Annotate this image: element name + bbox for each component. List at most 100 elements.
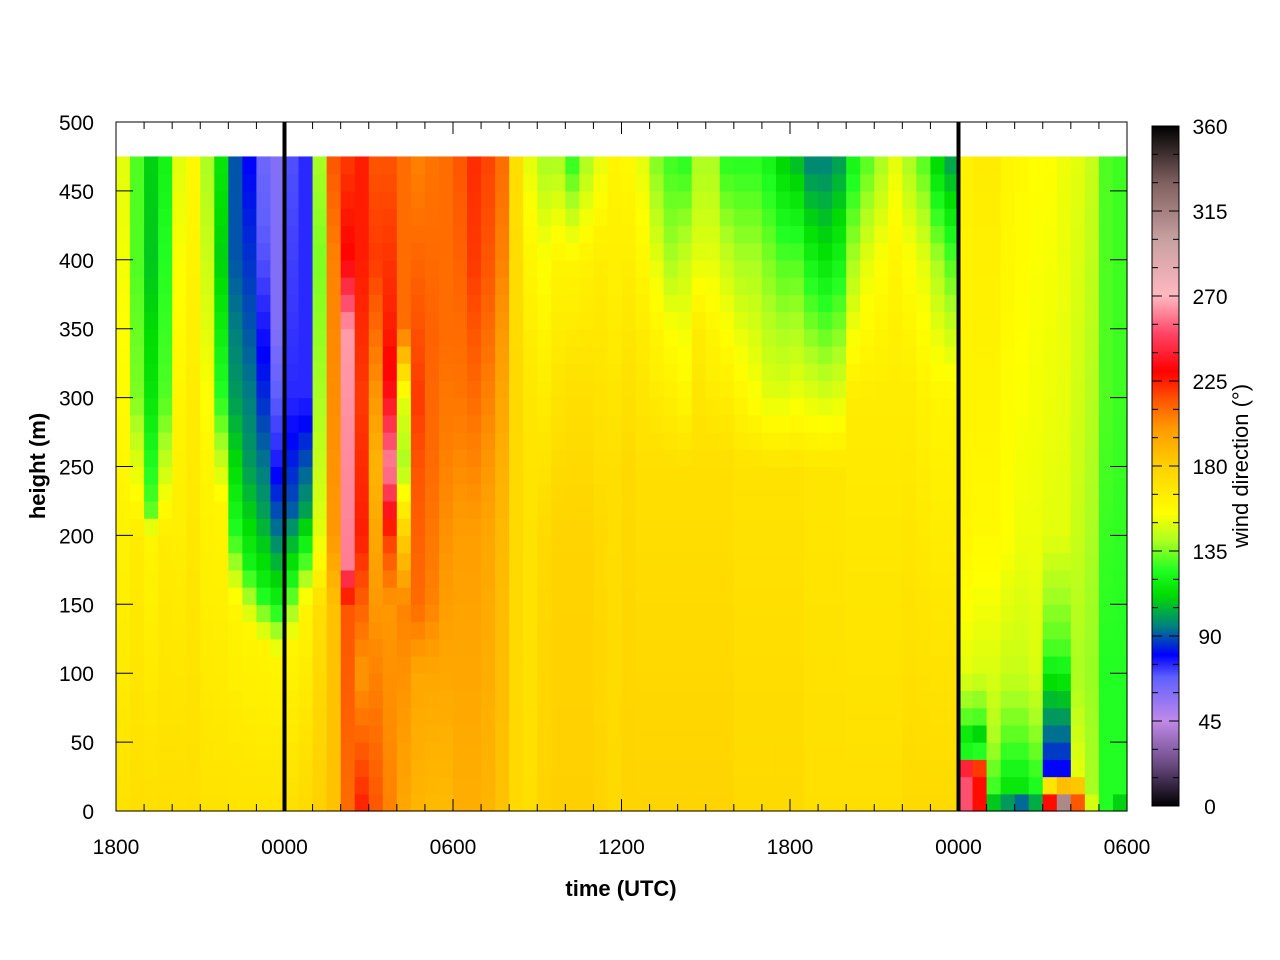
heatmap-cell xyxy=(733,604,749,623)
heatmap-cell xyxy=(832,156,847,175)
heatmap-cell xyxy=(579,655,595,674)
heatmap-cell xyxy=(1042,363,1058,381)
heatmap-cell xyxy=(916,311,932,330)
heatmap-cell xyxy=(242,173,258,192)
heatmap-cell xyxy=(144,483,159,502)
heatmap-cell xyxy=(214,277,229,295)
heatmap-cell xyxy=(326,363,342,381)
heatmap-cell xyxy=(537,225,552,244)
heatmap-cell xyxy=(874,208,889,226)
heatmap-cell xyxy=(537,518,552,536)
heatmap-cell xyxy=(172,535,187,554)
heatmap-cell xyxy=(186,414,201,433)
heatmap-cell xyxy=(270,345,286,364)
heatmap-cell xyxy=(396,707,412,726)
heatmap-cell xyxy=(382,569,398,588)
heatmap-cell xyxy=(186,208,201,226)
heatmap-cell xyxy=(158,776,173,795)
heatmap-cell xyxy=(326,208,342,226)
heatmap-cell xyxy=(186,655,201,674)
heatmap-cell xyxy=(986,742,1002,760)
heatmap-cell xyxy=(1098,190,1114,209)
heatmap-cell xyxy=(790,311,805,330)
heatmap-cell xyxy=(818,277,833,295)
heatmap-cell xyxy=(958,208,974,226)
heatmap-cell xyxy=(747,621,763,640)
heatmap-cell xyxy=(214,500,229,519)
heatmap-cell xyxy=(635,277,651,295)
heatmap-cell xyxy=(677,707,693,726)
heatmap-cell xyxy=(200,569,215,588)
heatmap-cell xyxy=(930,655,946,674)
heatmap-cell xyxy=(453,759,468,778)
heatmap-cell xyxy=(214,259,229,278)
heatmap-cell xyxy=(888,707,903,726)
heatmap-cell xyxy=(579,328,595,347)
heatmap-cell xyxy=(1028,363,1044,381)
heatmap-cell xyxy=(1084,449,1100,468)
heatmap-cell xyxy=(270,242,286,261)
heatmap-cell xyxy=(438,363,454,381)
heatmap-cell xyxy=(635,156,651,175)
heatmap-cell xyxy=(523,242,538,261)
heatmap-cell xyxy=(438,259,454,278)
heatmap-cell xyxy=(172,156,187,175)
heatmap-cell xyxy=(382,483,398,502)
heatmap-cell xyxy=(958,397,974,416)
heatmap-cell xyxy=(1014,569,1030,588)
heatmap-cell xyxy=(1042,724,1058,743)
heatmap-cell xyxy=(1000,655,1016,674)
heatmap-cell xyxy=(986,759,1002,778)
heatmap-cell xyxy=(804,311,819,330)
heatmap-cell xyxy=(354,518,370,536)
heatmap-cell xyxy=(1070,345,1086,364)
heatmap-cell xyxy=(410,242,426,261)
heatmap-cell xyxy=(1084,742,1100,760)
heatmap-cell xyxy=(410,294,426,313)
heatmap-cell xyxy=(214,173,229,192)
heatmap-cell xyxy=(635,604,651,623)
heatmap-cell xyxy=(916,638,932,657)
heatmap-cell xyxy=(579,587,595,605)
heatmap-cell xyxy=(424,569,440,588)
heatmap-cell xyxy=(804,259,819,278)
heatmap-cell xyxy=(1084,363,1100,381)
heatmap-cell xyxy=(733,156,749,175)
heatmap-cell xyxy=(804,655,819,674)
heatmap-cell xyxy=(312,432,328,450)
heatmap-cell xyxy=(733,242,749,261)
heatmap-cell xyxy=(1098,724,1114,743)
heatmap-cell xyxy=(523,345,538,364)
heatmap-cell xyxy=(368,397,384,416)
heatmap-cell xyxy=(270,638,286,657)
heatmap-cell xyxy=(368,328,384,347)
heatmap-cell xyxy=(340,500,356,519)
heatmap-cell xyxy=(818,242,833,261)
heatmap-cell xyxy=(818,190,833,209)
heatmap-cell xyxy=(130,742,145,760)
heatmap-cell xyxy=(677,500,693,519)
heatmap-cell xyxy=(214,793,229,812)
heatmap-cell xyxy=(761,208,777,226)
heatmap-cell xyxy=(326,673,342,692)
heatmap-cell xyxy=(200,259,215,278)
heatmap-cell xyxy=(228,742,243,760)
heatmap-cell xyxy=(523,535,538,554)
heatmap-cell xyxy=(804,449,819,468)
colorbar-tick-label: 270 xyxy=(1192,286,1227,309)
heatmap-cell xyxy=(509,793,524,812)
heatmap-cell xyxy=(158,277,173,295)
heatmap-cell xyxy=(1000,587,1016,605)
heatmap-cell xyxy=(396,518,412,536)
heatmap-cell xyxy=(944,483,960,502)
heatmap-cell xyxy=(354,621,370,640)
heatmap-cell xyxy=(172,466,187,485)
heatmap-cell xyxy=(649,345,665,364)
heatmap-cell xyxy=(270,776,286,795)
heatmap-cell xyxy=(467,259,482,278)
heatmap-cell xyxy=(1084,380,1100,399)
heatmap-cell xyxy=(424,242,440,261)
heatmap-cell xyxy=(354,776,370,795)
heatmap-cell xyxy=(509,414,524,433)
heatmap-cell xyxy=(396,742,412,760)
